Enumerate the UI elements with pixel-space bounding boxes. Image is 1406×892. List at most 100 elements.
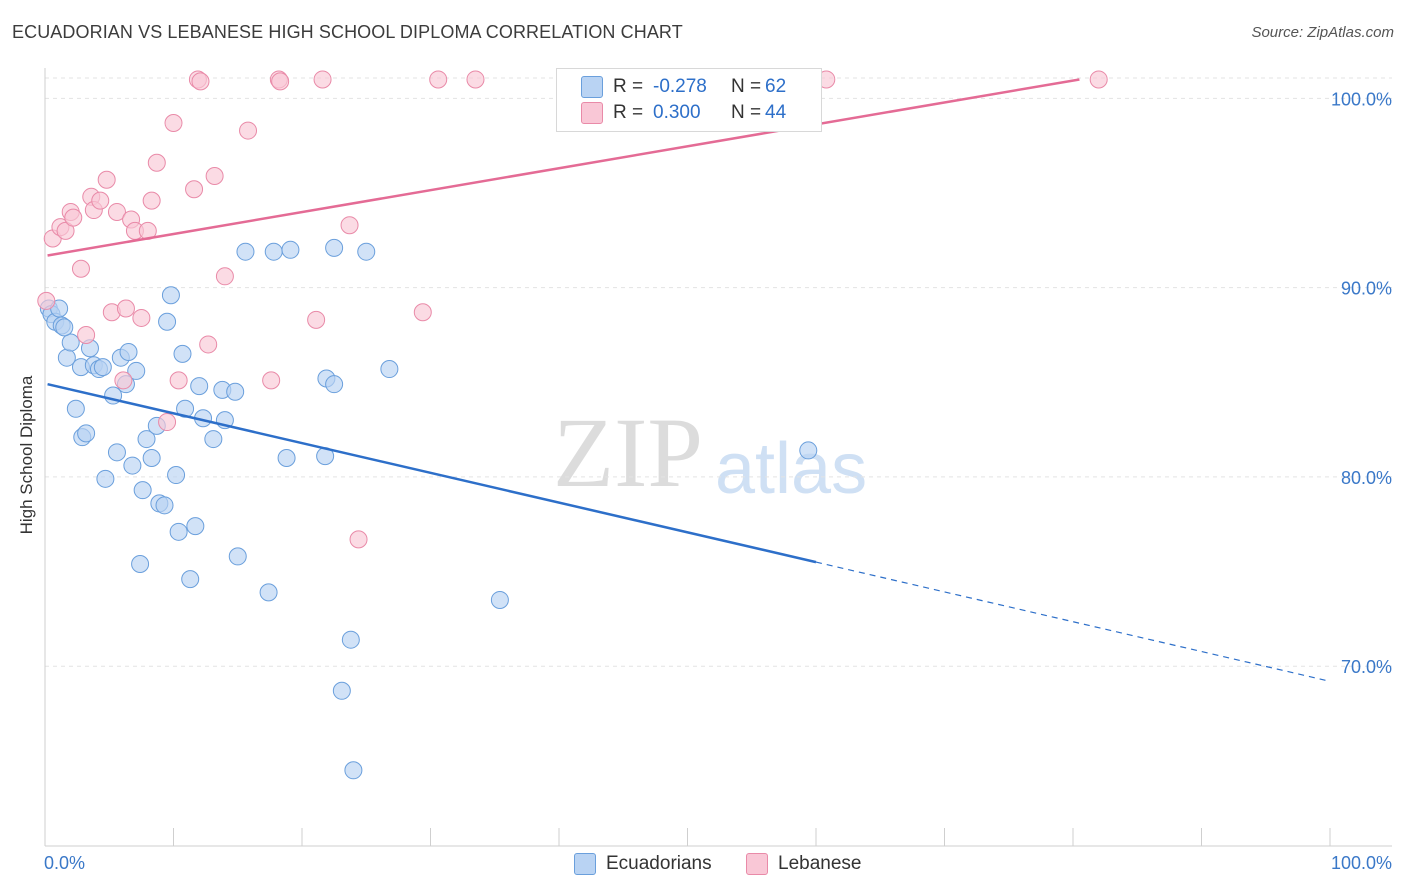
ecuadorian-point (264, 242, 283, 261)
grid-lines (45, 77, 1392, 667)
y-tick-label: 100.0% (1331, 89, 1392, 109)
lebanese-point (142, 191, 161, 210)
lebanese-point (307, 310, 326, 329)
lebanese-point (114, 371, 133, 390)
ecuadorian-point (127, 361, 146, 380)
ecuadorian-point (204, 430, 223, 449)
ecuadorian-point (490, 590, 509, 609)
ecuadorian-point (380, 360, 399, 379)
lebanese-point (349, 530, 368, 549)
legend-row-ecuadorians: R = -0.278 N = 62 (581, 74, 786, 100)
lebanese-point (64, 208, 83, 227)
ecuadorian-point (161, 286, 180, 305)
ecuadorian-point (173, 344, 192, 363)
source-label: Source: ZipAtlas.com (1251, 24, 1394, 41)
bottom-legend-ecuadorians: Ecuadorians (574, 852, 712, 876)
ecuadorian-trend-line (47, 382, 817, 564)
lebanese-point (413, 303, 432, 322)
legend-n-value: 44 (765, 102, 787, 123)
bottom-legend-swatch-blue (574, 853, 596, 875)
lebanese-point (185, 180, 204, 199)
ecuadorian-point (155, 496, 174, 515)
bottom-legend-swatch-pink (746, 853, 768, 875)
ecuadorian-point (158, 312, 177, 331)
ecuadorian-trend-extension (815, 561, 1331, 682)
ecuadorian-point (167, 466, 186, 485)
bottom-legend-label-lebanese: Lebanese (778, 853, 862, 874)
lebanese-point (71, 259, 90, 278)
ecuadorian-point (77, 424, 96, 443)
y-axis-label: High School Diploma (17, 375, 36, 535)
ecuadorian-point (119, 343, 138, 362)
ecuadorian-point (131, 554, 150, 573)
lebanese-trend-line (47, 78, 1080, 257)
axes (44, 68, 1392, 847)
lebanese-point (91, 191, 110, 210)
lebanese-point (1089, 70, 1108, 89)
tick-labels: 70.0% 80.0% 90.0% 100.0% 0.0% 100.0% (44, 89, 1392, 873)
legend-row-lebanese: R = 0.300 N = 44 (581, 100, 786, 126)
ecuadorian-point (61, 333, 80, 352)
legend-r-value: -0.278 (653, 76, 707, 97)
legend-n-label: N = (731, 76, 762, 97)
lebanese-point (37, 291, 56, 310)
ecuadorian-point (799, 441, 818, 460)
bottom-legend-label-ecuadorians: Ecuadorians (606, 853, 712, 874)
trend-lines (47, 78, 1331, 682)
lebanese-point (116, 299, 135, 318)
legend-swatch-pink (581, 102, 603, 124)
lebanese-point (205, 166, 224, 185)
ecuadorians-points (39, 238, 818, 780)
ecuadorian-point (236, 242, 255, 261)
ecuadorian-point (325, 238, 344, 257)
lebanese-point (97, 170, 116, 189)
lebanese-point (239, 121, 258, 140)
lebanese-point (77, 325, 96, 344)
ecuadorian-point (357, 242, 376, 261)
lebanese-point (132, 308, 151, 327)
chart-title: ECUADORIAN VS LEBANESE HIGH SCHOOL DIPLO… (12, 22, 683, 42)
ecuadorian-point (142, 449, 161, 467)
lebanese-point (158, 413, 177, 432)
ecuadorian-point (181, 570, 200, 589)
watermark-zip: ZIP (553, 397, 703, 508)
y-tick-label: 90.0% (1341, 279, 1392, 299)
ecuadorian-point (55, 318, 74, 337)
ecuadorian-point (332, 681, 351, 700)
lebanese-point (313, 70, 332, 89)
ecuadorian-point (137, 430, 156, 449)
lebanese-point (271, 72, 290, 91)
ecuadorian-point (96, 469, 115, 488)
watermark-atlas: atlas (715, 429, 868, 509)
lebanese-point (429, 70, 448, 89)
lebanese-point (199, 335, 218, 354)
lebanese-point (340, 216, 359, 235)
lebanese-point (262, 371, 281, 390)
ecuadorian-point (123, 456, 142, 475)
legend-n-value: 62 (765, 76, 787, 97)
x-tick-label-min: 0.0% (44, 853, 85, 873)
y-tick-label: 70.0% (1341, 657, 1392, 677)
lebanese-point (169, 371, 188, 390)
ecuadorian-point (259, 583, 278, 602)
ecuadorian-point (93, 358, 112, 377)
x-tick-label-max: 100.0% (1331, 853, 1392, 873)
lebanese-points (37, 70, 1108, 549)
y-tick-label: 80.0% (1341, 468, 1392, 488)
ecuadorian-point (190, 377, 209, 396)
ecuadorian-point (107, 443, 126, 462)
ecuadorian-point (344, 761, 363, 780)
ecuadorian-point (186, 517, 205, 536)
ecuadorian-point (226, 382, 245, 401)
legend-n-label: N = (731, 102, 762, 123)
lebanese-point (215, 267, 234, 286)
lebanese-point (164, 113, 183, 132)
ecuadorian-point (169, 522, 188, 541)
legend-r-label: R = (613, 76, 644, 97)
legend-swatch-blue (581, 76, 603, 98)
ecuadorian-point (228, 547, 247, 566)
lebanese-point (107, 202, 126, 221)
ecuadorian-point (341, 630, 360, 649)
legend-r-value: 0.300 (653, 102, 701, 123)
